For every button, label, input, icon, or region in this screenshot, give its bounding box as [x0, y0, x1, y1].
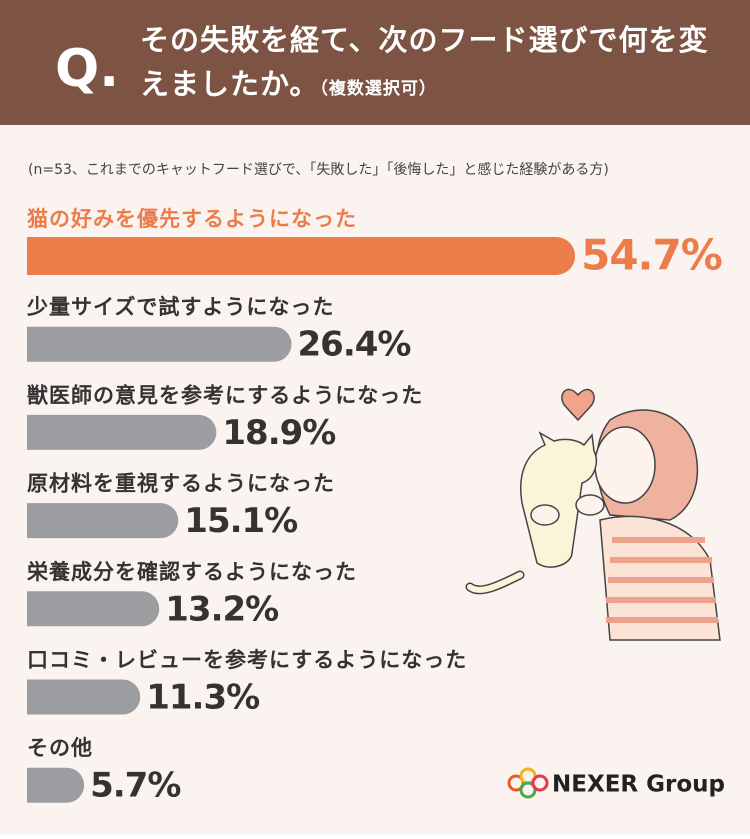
logo: NEXER Group	[552, 772, 725, 798]
question-mark: Q.	[55, 39, 119, 99]
category-label: 獣医師の意見を参考にするようになった	[27, 383, 423, 407]
category-label: 口コミ・レビューを参考にするようになった	[27, 648, 467, 672]
bar	[27, 237, 576, 275]
bar	[27, 414, 217, 450]
bar	[27, 503, 179, 539]
value-label: 54.7%	[581, 231, 722, 280]
bar	[27, 679, 141, 715]
value-label: 15.1%	[184, 501, 297, 541]
bar	[27, 767, 85, 803]
value-label: 26.4%	[298, 325, 411, 365]
value-label: 18.9%	[222, 413, 335, 453]
chart-title: その失敗を経て、次のフード選びで何を変えましたか。	[140, 23, 709, 101]
logo-mark	[507, 767, 549, 799]
category-label: 少量サイズで試すようになった	[26, 295, 334, 319]
bar	[27, 591, 160, 627]
category-label: 栄養成分を確認するようになった	[26, 560, 357, 584]
header	[0, 0, 750, 125]
value-label: 5.7%	[90, 766, 180, 806]
category-label: 原材料を重視するようになった	[27, 472, 335, 496]
note: (n=53、これまでのキャットフード選びで、「失敗した」「後悔した」と感じた経験…	[28, 161, 609, 178]
subtitle: （複数選択可）	[319, 79, 437, 99]
value-label: 13.2%	[165, 589, 278, 629]
category-label: 猫の好みを優先するようになった	[27, 207, 357, 231]
bar	[27, 326, 292, 362]
value-label: 11.3%	[146, 678, 259, 718]
illustration	[465, 388, 721, 641]
category-label: その他	[27, 736, 93, 760]
title-box: その失敗を経て、次のフード選びで何を変えましたか。（複数選択可）	[140, 23, 709, 101]
